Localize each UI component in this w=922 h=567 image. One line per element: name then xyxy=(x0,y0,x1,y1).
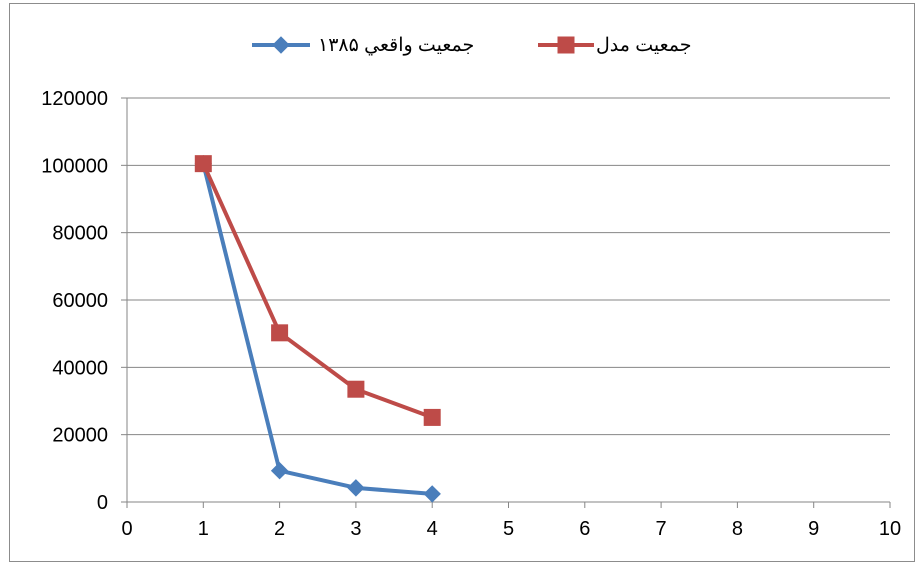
series-line xyxy=(201,162,433,420)
series-actual-1385 xyxy=(194,154,441,503)
x-tick-label: 5 xyxy=(503,518,514,540)
x-tick-label: 4 xyxy=(427,518,438,540)
legend-marker xyxy=(557,36,575,54)
x-tick-label: 3 xyxy=(350,518,361,540)
grid-lines xyxy=(127,97,890,436)
legend-label: جمعيت واقعي ۱۳۸۵ xyxy=(318,35,474,56)
x-tick-label: 2 xyxy=(274,518,285,540)
x-tick-label: 6 xyxy=(579,518,590,540)
y-tick-label: 100000 xyxy=(41,155,108,177)
x-tick-label: 0 xyxy=(121,518,132,540)
chart-frame xyxy=(9,3,915,562)
y-tick-label: 60000 xyxy=(52,290,108,312)
x-tick-label: 8 xyxy=(732,518,743,540)
legend: جمعيت مدل جمعيت واقعي ۱۳۸۵ xyxy=(252,35,692,56)
data-point xyxy=(347,380,365,398)
data-point xyxy=(270,461,289,480)
data-point xyxy=(271,324,289,342)
legend-marker xyxy=(272,36,290,54)
series-line xyxy=(201,163,433,496)
y-tick-label: 0 xyxy=(97,492,108,514)
data-point xyxy=(423,408,441,426)
x-tick-label: 10 xyxy=(879,518,901,540)
x-tick-label: 9 xyxy=(808,518,819,540)
y-tick-label: 20000 xyxy=(52,425,108,447)
data-point xyxy=(194,155,212,173)
data-point xyxy=(423,485,441,503)
y-tick-label: 120000 xyxy=(41,88,108,110)
data-point xyxy=(347,479,365,497)
x-axis-tick-labels: 0 1 2 3 4 5 6 7 8 9 10 xyxy=(121,518,901,540)
axes xyxy=(121,97,891,508)
series xyxy=(194,154,441,503)
legend-label: جمعيت مدل xyxy=(596,35,692,56)
x-tick-label: 7 xyxy=(656,518,667,540)
x-tick-label: 1 xyxy=(198,518,209,540)
legend-item: جمعيت مدل xyxy=(538,35,692,56)
legend-item: جمعيت واقعي ۱۳۸۵ xyxy=(252,35,474,56)
y-axis-tick-labels: 0 20000 40000 60000 80000 100000 120000 xyxy=(41,88,108,514)
series-model xyxy=(194,155,441,426)
y-tick-label: 80000 xyxy=(52,223,108,245)
y-tick-label: 40000 xyxy=(52,357,108,379)
